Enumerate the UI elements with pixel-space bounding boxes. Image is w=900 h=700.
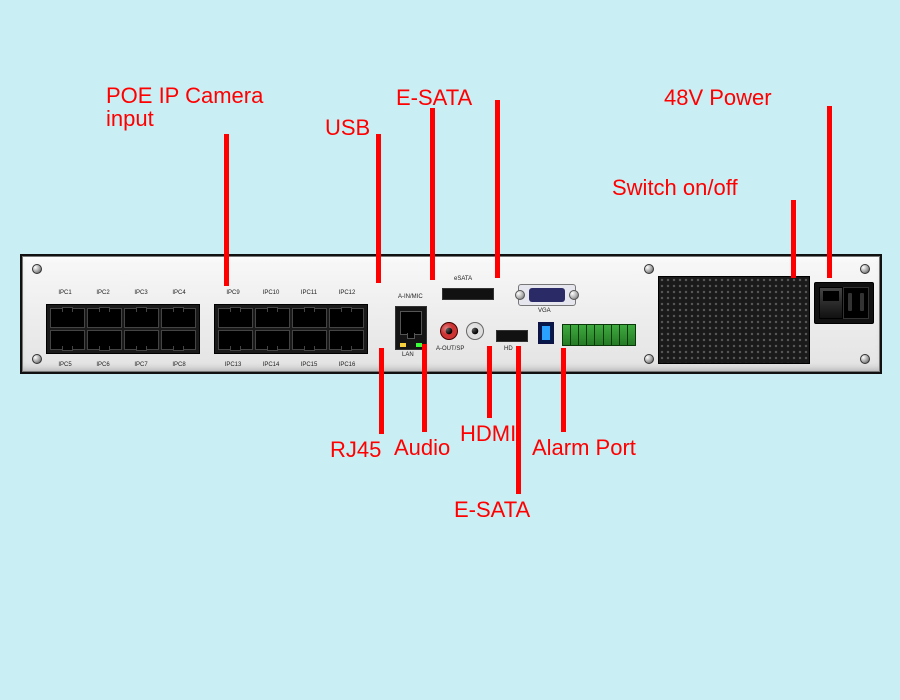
annotation-label-switch: Switch on/off — [612, 176, 738, 199]
poe-label: IPC5 — [46, 362, 84, 368]
annotation-line-hdmi — [487, 346, 492, 418]
usb3-port — [538, 322, 554, 344]
rj45-port-icon — [124, 308, 159, 328]
rj45-port-icon — [124, 330, 159, 350]
poe-label: IPC2 — [84, 290, 122, 296]
vga-label: VGA — [538, 308, 551, 314]
esata-port — [442, 288, 494, 300]
annotation-label-alarm: Alarm Port — [532, 436, 636, 459]
audio-in-jack-icon — [440, 322, 458, 340]
screw-icon — [515, 290, 525, 300]
annotation-line-usb — [376, 134, 381, 283]
poe-label: IPC10 — [252, 290, 290, 296]
screw-icon — [32, 354, 42, 364]
audio-out-jack-icon — [466, 322, 484, 340]
poe-label: IPC8 — [160, 362, 198, 368]
rj45-port-icon — [161, 330, 196, 350]
annotation-line-esata2 — [516, 346, 521, 494]
poe-label: IPC7 — [122, 362, 160, 368]
annotation-line-esata1 — [430, 108, 435, 280]
annotation-line-alarm — [561, 348, 566, 432]
poe-label: IPC14 — [252, 362, 290, 368]
lan-label: LAN — [402, 352, 414, 358]
power-module — [814, 282, 874, 324]
poe-port-block: IPC1 IPC2 IPC3 IPC4 IPC9 IPC10 IPC11 IPC… — [46, 290, 372, 356]
rj45-port-icon — [255, 330, 290, 350]
annotation-label-audio: Audio — [394, 436, 450, 459]
poe-group-1 — [46, 304, 200, 354]
poe-label: IPC4 — [160, 290, 198, 296]
rj45-port-icon — [161, 308, 196, 328]
annotation-label-rj45: RJ45 — [330, 438, 381, 461]
poe-label: IPC9 — [214, 290, 252, 296]
poe-label: IPC13 — [214, 362, 252, 368]
annotation-label-poe: POE IP Camera input — [106, 84, 263, 130]
rj45-port-icon — [292, 330, 327, 350]
rj45-port-icon — [292, 308, 327, 328]
hdmi-port — [496, 330, 528, 342]
annotation-line-rj45 — [379, 348, 384, 434]
screw-icon — [569, 290, 579, 300]
rj45-port-icon — [400, 311, 422, 335]
annotation-line-vga_ln — [495, 100, 500, 278]
screw-icon — [860, 264, 870, 274]
annotation-label-hdmi: HDMI — [460, 422, 516, 445]
rj45-port-icon — [50, 308, 85, 328]
rj45-port-icon — [329, 330, 364, 350]
annotation-label-esata1: E-SATA — [396, 86, 472, 109]
annotation-label-power: 48V Power — [664, 86, 772, 109]
rj45-port-icon — [87, 330, 122, 350]
poe-group-2 — [214, 304, 368, 354]
poe-label: IPC16 — [328, 362, 366, 368]
rj45-port-icon — [329, 308, 364, 328]
poe-label: IPC1 — [46, 290, 84, 296]
rj45-port-icon — [255, 308, 290, 328]
led-icon — [400, 343, 406, 347]
poe-label: IPC12 — [328, 290, 366, 296]
annotation-line-power — [827, 106, 832, 278]
ain-label: A-IN/MIC — [398, 294, 423, 300]
rj45-port-icon — [87, 308, 122, 328]
screw-icon — [32, 264, 42, 274]
diagram-stage: IPC1 IPC2 IPC3 IPC4 IPC9 IPC10 IPC11 IPC… — [0, 0, 900, 700]
esata-label: eSATA — [454, 276, 472, 282]
alarm-terminal — [562, 324, 636, 346]
annotation-line-switch — [791, 200, 796, 278]
ventilation-grid-icon — [658, 276, 810, 364]
rj45-port-icon — [50, 330, 85, 350]
annotation-label-esata2: E-SATA — [454, 498, 530, 521]
power-inlet-icon — [843, 287, 869, 319]
screw-icon — [644, 264, 654, 274]
audio-block — [438, 318, 486, 342]
screw-icon — [860, 354, 870, 364]
annotation-label-usb: USB — [325, 116, 370, 139]
screw-icon — [644, 354, 654, 364]
poe-label: IPC15 — [290, 362, 328, 368]
vga-port — [518, 284, 576, 306]
device-faceplate: IPC1 IPC2 IPC3 IPC4 IPC9 IPC10 IPC11 IPC… — [30, 262, 872, 366]
power-switch-icon — [819, 287, 843, 319]
poe-label: IPC3 — [122, 290, 160, 296]
rj45-port-icon — [218, 308, 253, 328]
nvr-device: IPC1 IPC2 IPC3 IPC4 IPC9 IPC10 IPC11 IPC… — [20, 254, 882, 374]
rj45-port-icon — [218, 330, 253, 350]
hd-label: HD — [504, 346, 513, 352]
annotation-line-audio — [422, 344, 427, 432]
aout-label: A-OUT/SP — [436, 346, 464, 352]
annotation-line-poe — [224, 134, 229, 286]
poe-label: IPC6 — [84, 362, 122, 368]
poe-label: IPC11 — [290, 290, 328, 296]
